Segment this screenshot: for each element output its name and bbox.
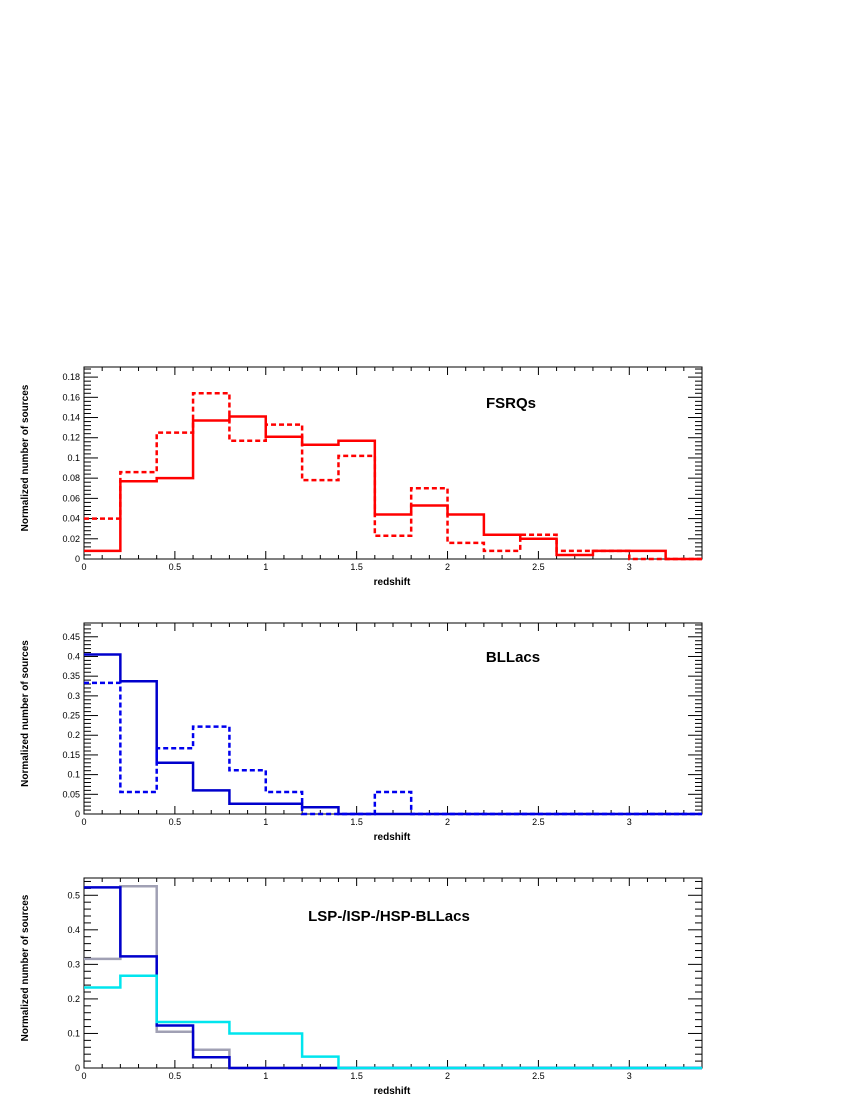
x-tick-label: 2 — [445, 562, 450, 572]
y-tick-label: 0.1 — [67, 1028, 80, 1038]
histogram-series — [84, 653, 702, 816]
y-axis-title: Normalized number of sources — [20, 384, 31, 531]
y-axis-title: Normalized number of sources — [20, 640, 31, 787]
x-tick-label: 2 — [445, 1071, 450, 1081]
y-tick-label: 0.4 — [67, 651, 80, 661]
y-tick-label: 0.45 — [62, 632, 80, 642]
x-tick-label: 1.5 — [350, 1071, 363, 1081]
panel-title: LSP-/ISP-/HSP-BLLacs — [308, 908, 470, 925]
x-tick-label: 1 — [263, 1071, 268, 1081]
y-tick-label: 0.35 — [62, 671, 80, 681]
x-tick-label: 0 — [81, 1071, 86, 1081]
x-tick-label: 2.5 — [532, 562, 545, 572]
y-tick-label: 0.14 — [62, 413, 80, 423]
x-axis-title: redshift — [374, 832, 411, 843]
x-tick-label: 1 — [263, 817, 268, 827]
x-tick-label: 1 — [263, 562, 268, 572]
x-tick-label: 3 — [627, 817, 632, 827]
x-axis-title: redshift — [374, 577, 411, 588]
x-tick-label: 3 — [627, 1071, 632, 1081]
plot-frame — [83, 366, 703, 560]
x-tick-label: 0 — [81, 817, 86, 827]
y-tick-label: 0.1 — [67, 770, 80, 780]
y-tick-label: 0.4 — [67, 925, 80, 935]
x-tick-label: 2.5 — [532, 1071, 545, 1081]
y-tick-label: 0.5 — [67, 890, 80, 900]
x-tick-label: 0.5 — [169, 562, 182, 572]
y-tick-label: 0.08 — [62, 473, 80, 483]
x-tick-label: 1.5 — [350, 817, 363, 827]
y-tick-label: 0.25 — [62, 711, 80, 721]
x-tick-label: 0.5 — [169, 817, 182, 827]
x-tick-label: 0.5 — [169, 1071, 182, 1081]
y-tick-label: 0.05 — [62, 789, 80, 799]
y-tick-label: 0.06 — [62, 493, 80, 503]
y-tick-label: 0 — [75, 809, 80, 819]
y-tick-label: 0.2 — [67, 994, 80, 1004]
y-tick-label: 0 — [75, 1063, 80, 1073]
y-axis-title: Normalized number of sources — [20, 894, 31, 1041]
histogram-series — [84, 681, 702, 816]
histogram-series — [84, 974, 702, 1070]
y-tick-label: 0.04 — [62, 514, 80, 524]
y-tick-label: 0.16 — [62, 392, 80, 402]
plot-frame — [83, 877, 703, 1069]
y-tick-label: 0.3 — [67, 691, 80, 701]
histogram-series — [84, 392, 702, 561]
y-tick-label: 0.2 — [67, 730, 80, 740]
plot-frame — [83, 622, 703, 815]
y-tick-label: 0.15 — [62, 750, 80, 760]
x-tick-label: 2 — [445, 817, 450, 827]
y-tick-label: 0.1 — [67, 453, 80, 463]
panel-title: FSRQs — [486, 395, 536, 412]
x-tick-label: 3 — [627, 562, 632, 572]
x-axis-title: redshift — [374, 1086, 411, 1097]
fsrq-panel: 0 0.5 1 1.5 2 2.5 3 0 0.02 0.04 0.06 0.08 0.1 0.12 0.1… — [20, 366, 703, 588]
y-tick-label: 0.18 — [62, 372, 80, 382]
y-tick-label: 0.02 — [62, 534, 80, 544]
panel-title: BLLacs — [486, 649, 540, 666]
x-tick-label: 2.5 — [532, 817, 545, 827]
x-tick-label: 0 — [81, 562, 86, 572]
sed-class-bllac-panel: 0 0.5 1 1.5 2 2.5 3 0 0.1 0.2 0.3 0.4 0.5 LSP-/ISP-/H… — [20, 877, 703, 1097]
y-tick-label: 0.12 — [62, 433, 80, 443]
histogram-series — [84, 415, 702, 561]
y-tick-label: 0.3 — [67, 959, 80, 969]
bllac-panel: 0 0.5 1 1.5 2 2.5 3 0 0.05 0.1 0.15 0.2 0.25 0.3 0.35 0… — [20, 622, 703, 843]
x-tick-label: 1.5 — [350, 562, 363, 572]
y-tick-label: 0 — [75, 554, 80, 564]
